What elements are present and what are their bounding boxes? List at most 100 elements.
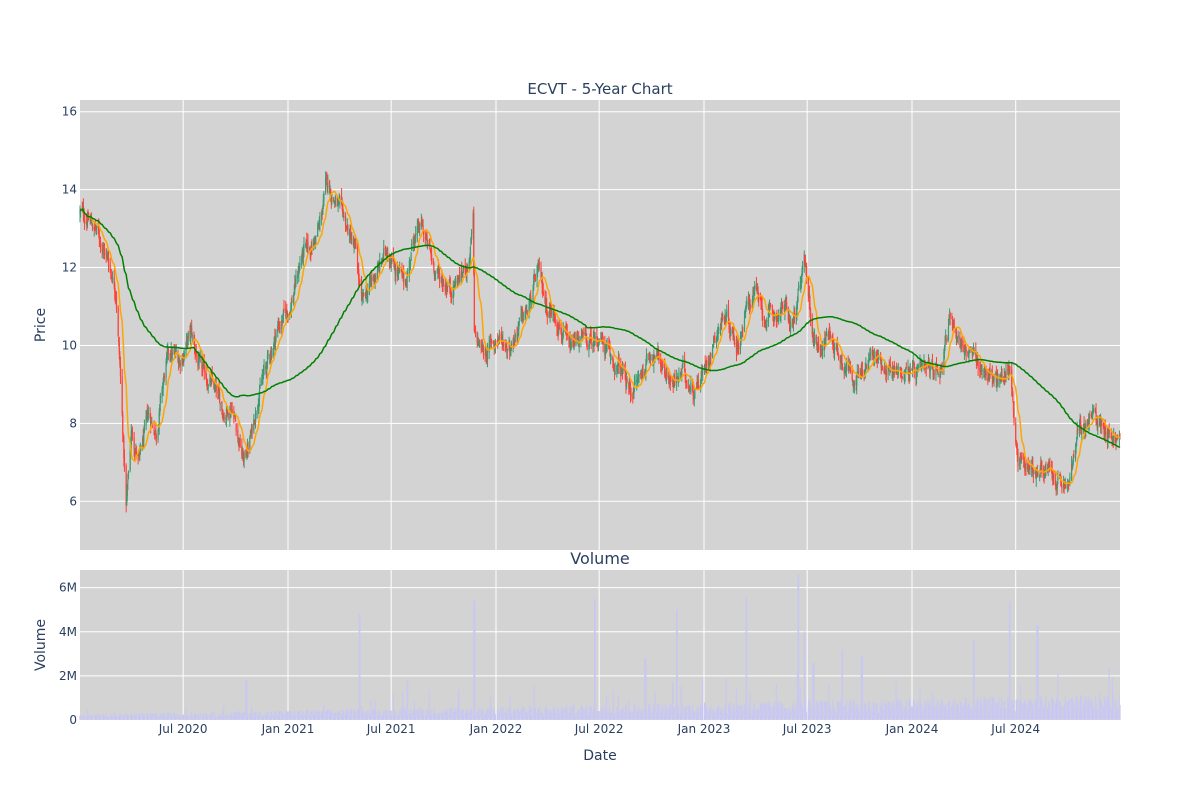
candle-body bbox=[824, 342, 826, 345]
volume-bar bbox=[778, 702, 780, 720]
candle-body bbox=[502, 341, 505, 347]
volume-bar bbox=[828, 684, 830, 720]
candle-body bbox=[415, 234, 417, 239]
candle-body bbox=[1001, 374, 1003, 381]
candle-body bbox=[111, 277, 114, 281]
volume-bar bbox=[1097, 710, 1099, 720]
candle-body bbox=[706, 359, 708, 366]
candle-body bbox=[384, 246, 387, 250]
volume-bar bbox=[501, 706, 503, 720]
volume-bar bbox=[115, 715, 118, 720]
candle-body bbox=[444, 284, 446, 291]
candle-body bbox=[1102, 423, 1105, 428]
candle-body bbox=[274, 339, 277, 344]
volume-bar bbox=[179, 716, 181, 720]
candle-body bbox=[1016, 445, 1018, 450]
candle-body bbox=[608, 344, 610, 349]
candle-body bbox=[258, 401, 260, 408]
candle-body bbox=[845, 361, 848, 371]
candle-body bbox=[837, 349, 839, 353]
candle-body bbox=[427, 239, 429, 242]
candle-body bbox=[820, 350, 822, 355]
candle-body bbox=[299, 264, 301, 266]
volume-bar bbox=[977, 696, 979, 720]
candle-body bbox=[873, 356, 875, 360]
candle-body bbox=[522, 314, 524, 321]
candle-body bbox=[322, 199, 324, 208]
candle-body bbox=[1029, 466, 1031, 470]
candle-body bbox=[350, 230, 352, 241]
volume-bar bbox=[582, 709, 584, 720]
candle-body bbox=[409, 260, 412, 265]
candle-body bbox=[234, 417, 236, 419]
volume-bar bbox=[618, 713, 620, 720]
candle-body bbox=[534, 274, 536, 282]
candle-body bbox=[163, 375, 165, 381]
candle-body bbox=[709, 354, 711, 365]
date-x-tick: Jul 2021 bbox=[366, 722, 416, 736]
volume-bar bbox=[612, 690, 614, 720]
candle-body bbox=[102, 251, 104, 253]
volume-bar bbox=[825, 702, 828, 720]
candle-body bbox=[363, 293, 365, 294]
volume-axis-label: Volume bbox=[33, 619, 49, 671]
date-x-tick: Jan 2021 bbox=[261, 722, 315, 736]
candle-body bbox=[263, 367, 265, 369]
candle-body bbox=[756, 290, 759, 292]
candle-body bbox=[592, 344, 594, 347]
volume-bar bbox=[415, 710, 417, 720]
volume-bar bbox=[714, 712, 716, 720]
candle-body bbox=[907, 368, 910, 376]
candle-body bbox=[171, 352, 173, 356]
candle-body bbox=[872, 352, 874, 354]
candle-body bbox=[909, 372, 911, 381]
candle-body bbox=[298, 265, 300, 272]
candle-body bbox=[981, 370, 983, 372]
volume-bar bbox=[1013, 711, 1015, 720]
volume-bar bbox=[1041, 698, 1043, 720]
candle-body bbox=[991, 372, 993, 379]
volume-bar bbox=[945, 704, 947, 720]
candle-body bbox=[401, 269, 403, 271]
candle-body bbox=[127, 472, 130, 479]
volume-bar bbox=[315, 714, 317, 720]
volume-bar bbox=[263, 714, 265, 720]
candle-body bbox=[126, 483, 128, 496]
volume-bar bbox=[893, 709, 895, 720]
candle-body bbox=[147, 416, 149, 420]
candle-body bbox=[85, 222, 87, 224]
candle-body bbox=[752, 288, 755, 293]
candle-body bbox=[804, 260, 807, 264]
candle-body bbox=[1093, 408, 1095, 413]
volume-bar bbox=[876, 703, 878, 720]
candle-body bbox=[294, 282, 296, 291]
candle-body bbox=[353, 243, 355, 248]
candle-body bbox=[386, 252, 388, 257]
candle-body bbox=[193, 335, 195, 342]
volume-bar bbox=[259, 711, 261, 720]
volume-bar bbox=[307, 709, 309, 720]
volume-bar bbox=[738, 705, 740, 720]
candle-body bbox=[195, 351, 197, 356]
volume-bar bbox=[710, 705, 712, 720]
volume-bar bbox=[183, 716, 185, 720]
volume-bar bbox=[331, 710, 333, 720]
candle-body bbox=[1119, 438, 1121, 440]
candle-body bbox=[454, 282, 456, 288]
candle-body bbox=[545, 299, 547, 307]
volume-bar bbox=[670, 704, 672, 720]
volume-bar bbox=[322, 709, 324, 720]
candle-body bbox=[129, 450, 131, 471]
candle-body bbox=[901, 375, 903, 377]
candle-body bbox=[293, 292, 295, 294]
candle-body bbox=[646, 357, 648, 358]
candle-body bbox=[155, 435, 157, 439]
candle-body bbox=[1013, 409, 1015, 423]
candle-body bbox=[805, 266, 808, 279]
candle-body bbox=[629, 387, 632, 395]
candle-body bbox=[751, 299, 754, 306]
candle-body bbox=[151, 422, 153, 424]
candle-body bbox=[642, 372, 644, 377]
candle-body bbox=[366, 294, 368, 299]
volume-bar bbox=[706, 707, 708, 720]
